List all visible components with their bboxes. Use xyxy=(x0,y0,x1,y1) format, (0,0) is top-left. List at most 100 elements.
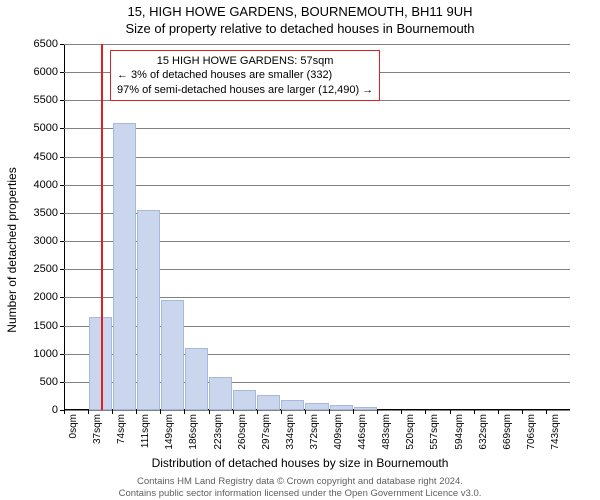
histogram-bar xyxy=(113,123,136,410)
ytick-mark xyxy=(60,185,64,186)
footer-attribution: Contains HM Land Registry data © Crown c… xyxy=(0,476,600,499)
ytick-mark xyxy=(60,44,64,45)
xtick-mark xyxy=(450,410,451,414)
xtick-mark xyxy=(281,410,282,414)
xtick-mark xyxy=(305,410,306,414)
ytick-label: 1500 xyxy=(34,320,58,332)
xtick-label: 483sqm xyxy=(381,414,392,450)
xtick-label: 74sqm xyxy=(116,414,127,444)
xtick-label: 297sqm xyxy=(261,414,272,450)
xtick-label: 520sqm xyxy=(405,414,416,450)
ytick-label: 0 xyxy=(52,404,58,416)
ytick-label: 2500 xyxy=(34,263,58,275)
xtick-mark xyxy=(401,410,402,414)
ytick-mark xyxy=(60,128,64,129)
histogram-bar xyxy=(305,403,328,410)
xtick-label: 632sqm xyxy=(478,414,489,450)
xtick-mark xyxy=(160,410,161,414)
xtick-label: 409sqm xyxy=(333,414,344,450)
ytick-label: 6000 xyxy=(34,66,58,78)
xtick-label: 743sqm xyxy=(550,414,561,450)
gridline-h xyxy=(64,44,570,45)
xtick-mark xyxy=(425,410,426,414)
footer-line-1: Contains HM Land Registry data © Crown c… xyxy=(0,476,600,487)
xtick-label: 37sqm xyxy=(92,414,103,444)
ytick-mark xyxy=(60,326,64,327)
ytick-label: 500 xyxy=(40,376,58,388)
annotation-line: 97% of semi-detached houses are larger (… xyxy=(117,83,373,97)
gridline-h xyxy=(64,185,570,186)
ytick-mark xyxy=(60,354,64,355)
xtick-label: 557sqm xyxy=(429,414,440,450)
plot-region: 0500100015002000250030003500400045005000… xyxy=(64,44,570,410)
xtick-label: 186sqm xyxy=(188,414,199,450)
xtick-label: 594sqm xyxy=(454,414,465,450)
histogram-bar xyxy=(137,210,160,410)
gridline-h xyxy=(64,157,570,158)
ytick-label: 4000 xyxy=(34,179,58,191)
xtick-label: 223sqm xyxy=(213,414,224,450)
ytick-mark xyxy=(60,241,64,242)
xtick-label: 446sqm xyxy=(357,414,368,450)
xtick-label: 260sqm xyxy=(237,414,248,450)
xtick-mark xyxy=(257,410,258,414)
gridline-h xyxy=(64,410,570,411)
ytick-mark xyxy=(60,100,64,101)
histogram-bar xyxy=(257,395,280,410)
ytick-label: 3000 xyxy=(34,235,58,247)
xtick-label: 334sqm xyxy=(285,414,296,450)
ytick-label: 6500 xyxy=(34,38,58,50)
histogram-bar xyxy=(185,348,208,410)
chart-title-sub: Size of property relative to detached ho… xyxy=(0,21,600,36)
ytick-label: 1000 xyxy=(34,348,58,360)
xtick-mark xyxy=(209,410,210,414)
xtick-mark xyxy=(377,410,378,414)
xtick-mark xyxy=(64,410,65,414)
xtick-label: 706sqm xyxy=(526,414,537,450)
histogram-bar xyxy=(89,317,112,410)
xtick-label: 669sqm xyxy=(502,414,513,450)
xtick-mark xyxy=(546,410,547,414)
annotation-line: ← 3% of detached houses are smaller (332… xyxy=(117,68,373,82)
xtick-label: 149sqm xyxy=(164,414,175,450)
gridline-h xyxy=(64,128,570,129)
histogram-bar xyxy=(330,405,353,410)
annotation-callout: 15 HIGH HOWE GARDENS: 57sqm← 3% of detac… xyxy=(110,50,380,101)
annotation-line: 15 HIGH HOWE GARDENS: 57sqm xyxy=(117,54,373,68)
xtick-label: 0sqm xyxy=(68,414,79,438)
chart-title-main: 15, HIGH HOWE GARDENS, BOURNEMOUTH, BH11… xyxy=(0,4,600,19)
histogram-bar xyxy=(161,300,184,410)
xtick-mark xyxy=(329,410,330,414)
xtick-mark xyxy=(233,410,234,414)
y-axis-label: Number of detached properties xyxy=(5,85,19,250)
x-axis-label: Distribution of detached houses by size … xyxy=(0,456,600,470)
chart-title-block: 15, HIGH HOWE GARDENS, BOURNEMOUTH, BH11… xyxy=(0,0,600,36)
property-marker-line xyxy=(101,44,103,410)
xtick-label: 372sqm xyxy=(309,414,320,450)
histogram-bar xyxy=(209,377,232,410)
histogram-bar xyxy=(233,390,256,410)
y-axis-line xyxy=(64,44,65,410)
xtick-mark xyxy=(88,410,89,414)
footer-line-2: Contains public sector information licen… xyxy=(0,488,600,499)
xtick-mark xyxy=(112,410,113,414)
xtick-label: 111sqm xyxy=(140,414,151,448)
ytick-mark xyxy=(60,157,64,158)
chart-plot-area: 0500100015002000250030003500400045005000… xyxy=(64,44,570,410)
xtick-mark xyxy=(522,410,523,414)
ytick-mark xyxy=(60,297,64,298)
ytick-mark xyxy=(60,72,64,73)
ytick-label: 3500 xyxy=(34,207,58,219)
ytick-mark xyxy=(60,382,64,383)
ytick-mark xyxy=(60,269,64,270)
xtick-mark xyxy=(498,410,499,414)
xtick-mark xyxy=(474,410,475,414)
xtick-mark xyxy=(136,410,137,414)
ytick-label: 2000 xyxy=(34,291,58,303)
histogram-bar xyxy=(354,407,377,410)
ytick-mark xyxy=(60,213,64,214)
ytick-label: 5000 xyxy=(34,122,58,134)
ytick-label: 4500 xyxy=(34,151,58,163)
ytick-label: 5500 xyxy=(34,94,58,106)
xtick-mark xyxy=(184,410,185,414)
